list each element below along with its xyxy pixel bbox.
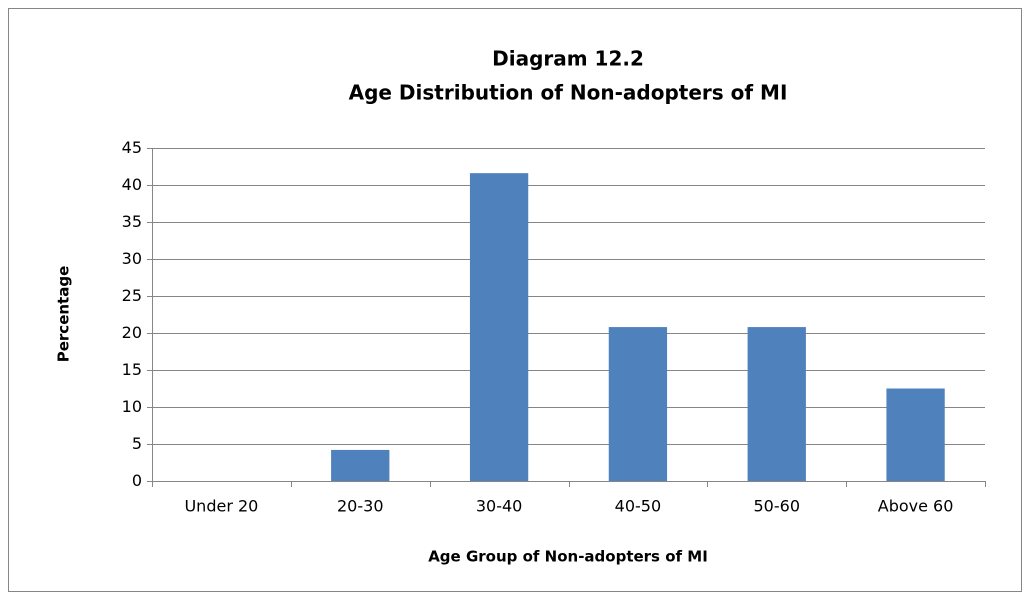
- x-axis-label: Age Group of Non-adopters of MI: [428, 548, 708, 566]
- y-axis-label: Percentage: [55, 266, 73, 363]
- bar: [747, 327, 806, 481]
- y-tick-label: 40: [122, 175, 142, 194]
- x-tick-label: 30-40: [476, 497, 523, 516]
- chart-title: Age Distribution of Non-adopters of MI: [349, 81, 788, 105]
- y-tick-label: 45: [122, 138, 142, 157]
- bar: [331, 449, 390, 481]
- y-tick-label: 25: [122, 286, 142, 305]
- y-tick-label: 35: [122, 212, 142, 231]
- x-tick-label: 40-50: [615, 497, 662, 516]
- bar: [886, 388, 945, 481]
- x-tick-label: Above 60: [878, 497, 954, 516]
- x-tick-label: Under 20: [184, 497, 258, 516]
- bar: [608, 327, 668, 481]
- x-tick-label: 20-30: [337, 497, 384, 516]
- y-tick-label: 10: [122, 397, 142, 416]
- bar: [469, 173, 529, 481]
- y-tick-label: 5: [132, 434, 142, 453]
- y-tick-label: 0: [132, 471, 142, 490]
- x-tick-label: 50-60: [754, 497, 801, 516]
- y-tick-label: 15: [122, 360, 142, 379]
- chart-title: Diagram 12.2: [492, 47, 644, 71]
- y-tick-label: 30: [122, 249, 142, 268]
- y-tick-label: 20: [122, 323, 142, 342]
